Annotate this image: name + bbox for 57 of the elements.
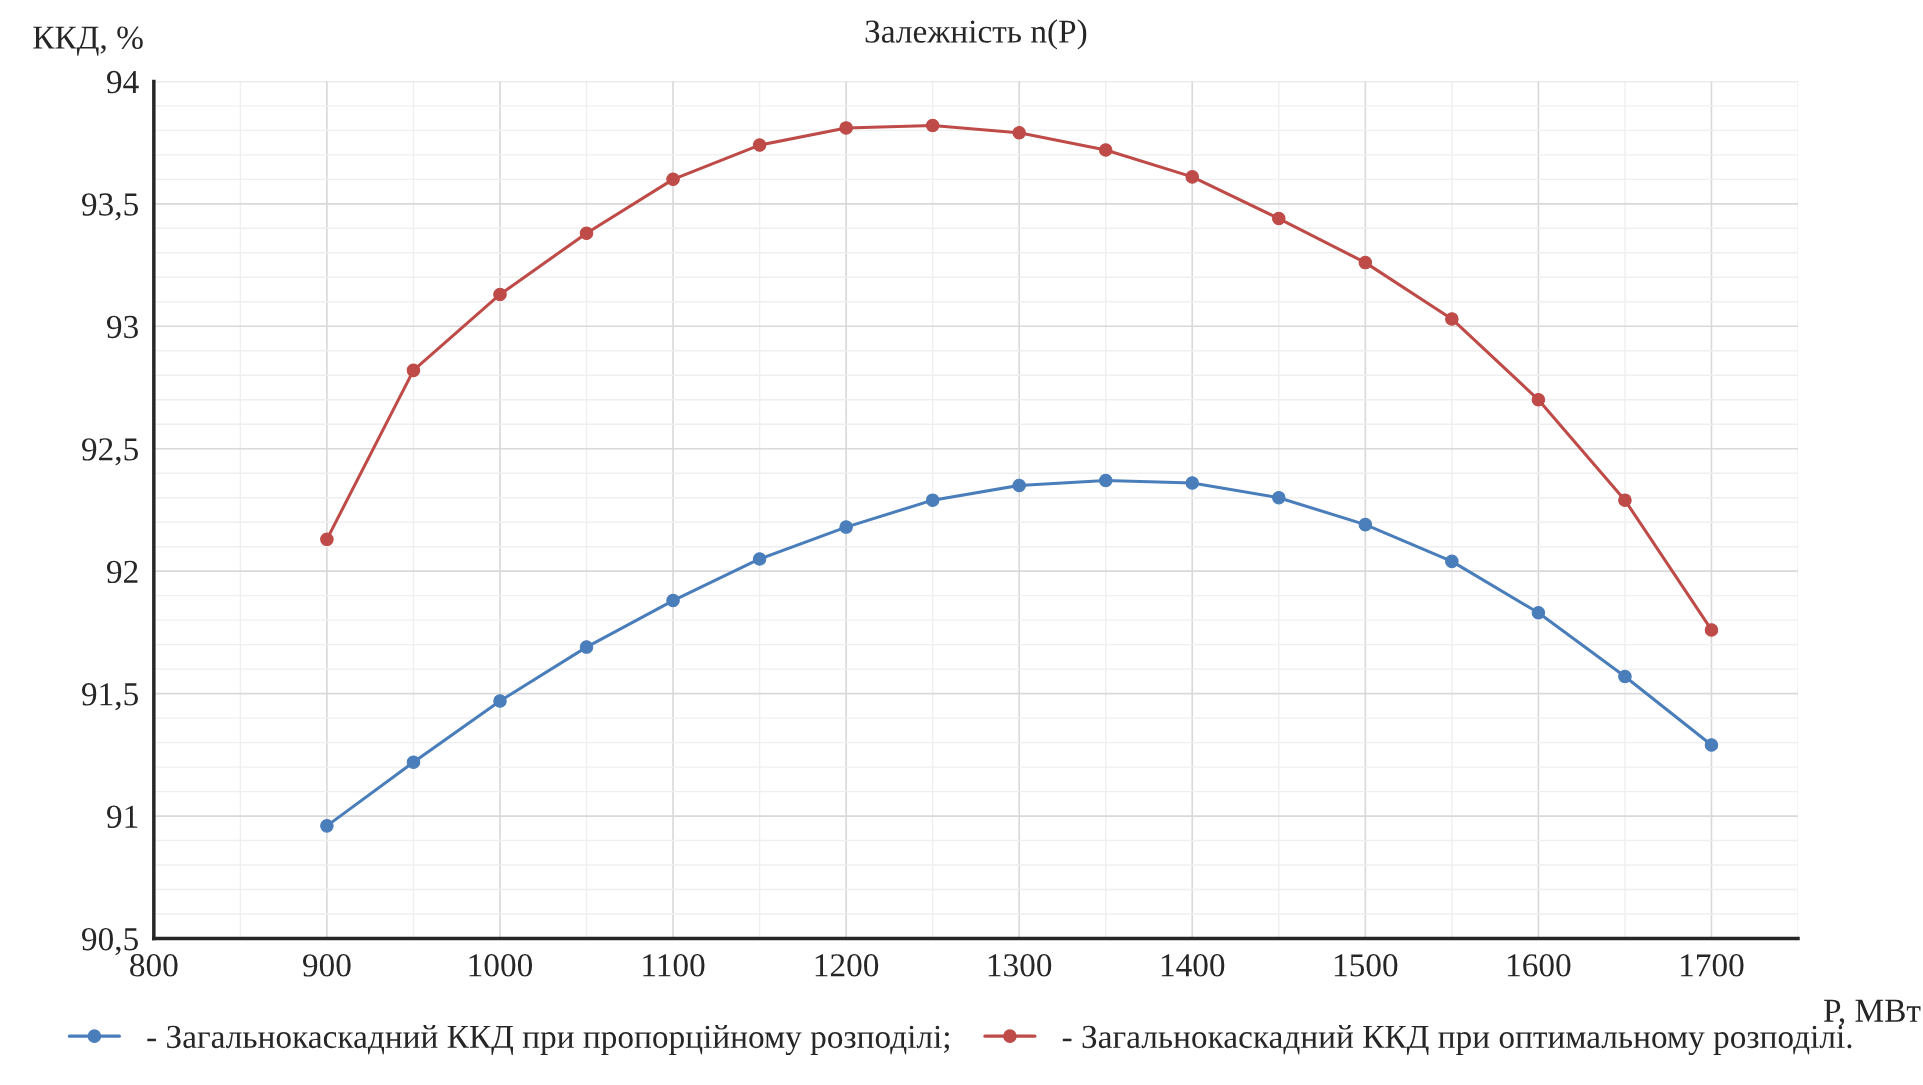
y-tick-label: 91,5 <box>82 683 138 711</box>
point <box>1358 517 1373 532</box>
x-tick-label: 1700 <box>1681 954 1744 977</box>
x-tick-label: 1300 <box>988 954 1052 977</box>
x-tick-label: 1100 <box>643 954 705 977</box>
point <box>1098 473 1113 488</box>
point <box>839 520 853 534</box>
x-tick-label: 1600 <box>1508 954 1571 977</box>
point <box>666 593 680 608</box>
x-tick-label: 1500 <box>1334 954 1398 977</box>
point <box>320 819 334 833</box>
x-tick-label: 1400 <box>1161 954 1225 977</box>
point <box>752 138 767 152</box>
point <box>839 121 853 135</box>
legend-label: - Загальнокаскадний ККД при оптимальному розподілі. <box>1062 1024 1852 1055</box>
x-tick-label: 800 <box>130 954 178 977</box>
point <box>1358 255 1373 270</box>
point <box>406 755 421 769</box>
point <box>1618 493 1632 507</box>
point <box>1445 554 1459 569</box>
y-axis-title: ККД, % <box>33 26 143 56</box>
point <box>1012 126 1026 140</box>
point <box>579 640 594 654</box>
y-tick-label: 90,5 <box>82 927 138 956</box>
point <box>925 118 940 133</box>
point <box>1272 211 1286 226</box>
point <box>752 552 767 566</box>
point <box>320 532 334 547</box>
point <box>1012 478 1026 493</box>
y-tick-label: 91 <box>107 805 138 828</box>
point <box>1531 392 1546 407</box>
x-tick-label: 1000 <box>469 954 533 977</box>
y-tick-label: 92,5 <box>82 438 138 466</box>
point <box>406 363 421 378</box>
point <box>1185 170 1200 184</box>
point <box>1272 490 1286 505</box>
point <box>1445 312 1459 326</box>
chart-title: Залежність n(P) <box>865 19 1087 50</box>
y-tick-label: 94 <box>107 70 139 94</box>
legend-label: - Загальнокаскадний ККД при пропорційному розподілі; <box>147 1024 950 1055</box>
y-tick-label: 92 <box>107 560 138 584</box>
point <box>579 226 594 240</box>
x-tick-label: 900 <box>302 954 351 977</box>
point <box>1704 738 1719 752</box>
x-tick-label: 1200 <box>815 954 879 977</box>
y-tick-label: 93,5 <box>82 193 138 221</box>
y-tick-label: 93 <box>107 315 138 339</box>
point <box>1098 143 1113 157</box>
point <box>925 493 940 507</box>
x-axis-title: P, МВт <box>1823 999 1921 1027</box>
point <box>1618 669 1632 684</box>
point <box>1531 606 1546 620</box>
point <box>1704 623 1719 637</box>
point <box>1185 476 1200 490</box>
point <box>666 172 680 187</box>
point <box>493 287 507 302</box>
point <box>493 694 507 708</box>
